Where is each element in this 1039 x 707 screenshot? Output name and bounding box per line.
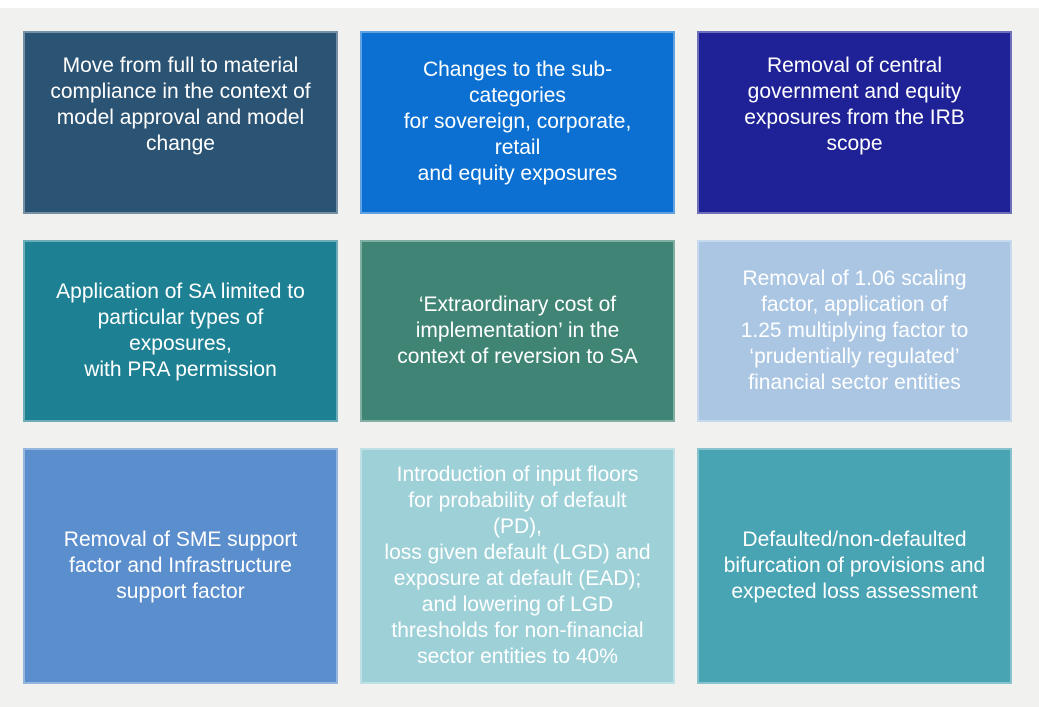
tile-sa-application-text: Application of SA limited to particular … [56,279,305,381]
tile-defaulted-bifurcation-text: Defaulted/non-defaulted bifurcation of p… [723,528,986,603]
tile-model-approval-compliance: Move from full to material compliance in… [23,31,338,214]
tile-subcategories-changes-text: Changes to the sub-categories for sovere… [403,58,632,186]
tile-sa-application: Application of SA limited to particular … [23,239,338,422]
tile-input-floors-text: Introduction of input floors for probabi… [384,463,651,668]
tile-extraordinary-cost: ‘Extraordinary cost of implementation’ i… [360,239,675,422]
tile-model-approval-compliance-text: Move from full to material compliance in… [50,54,311,156]
tile-sme-support-factor-text: Removal of SME support factor and Infras… [63,528,298,603]
tile-input-floors: Introduction of input floors for probabi… [360,448,675,684]
tile-scaling-factor: Removal of 1.06 scaling factor, applicat… [697,239,1012,422]
tile-irb-scope-removal-text: Removal of central government and equity… [744,54,965,156]
tile-subcategories-changes: Changes to the sub-categories for sovere… [360,31,675,214]
tile-irb-scope-removal: Removal of central government and equity… [697,31,1012,214]
tile-defaulted-bifurcation: Defaulted/non-defaulted bifurcation of p… [697,448,1012,684]
tile-extraordinary-cost-text: ‘Extraordinary cost of implementation’ i… [397,292,638,368]
tile-sme-support-factor: Removal of SME support factor and Infras… [23,448,338,684]
tile-grid: Move from full to material compliance in… [23,31,1012,684]
tile-scaling-factor-text: Removal of 1.06 scaling factor, applicat… [740,266,969,394]
top-margin-strip [0,0,1039,8]
